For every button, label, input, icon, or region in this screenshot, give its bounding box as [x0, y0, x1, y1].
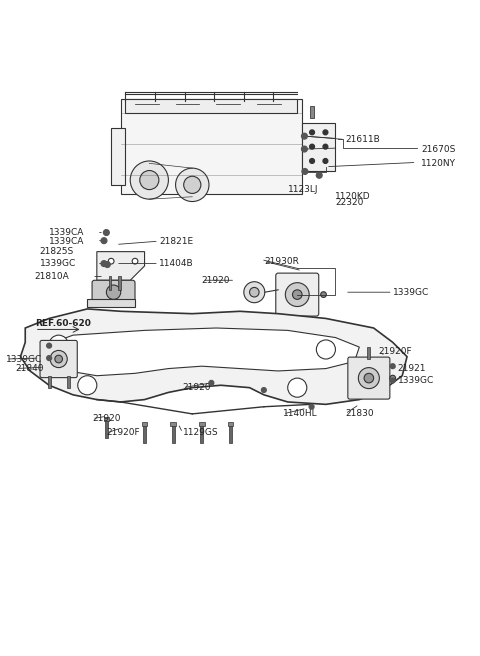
Circle shape	[209, 380, 214, 385]
Circle shape	[390, 378, 395, 383]
Bar	[142, 422, 147, 426]
Circle shape	[288, 378, 307, 397]
Polygon shape	[44, 328, 360, 376]
Circle shape	[107, 285, 120, 299]
Text: 1339GC: 1339GC	[39, 259, 76, 268]
Circle shape	[47, 356, 51, 360]
Text: 1339CA: 1339CA	[49, 237, 84, 245]
Text: 21825S: 21825S	[39, 247, 74, 256]
Circle shape	[105, 262, 110, 268]
Circle shape	[310, 144, 314, 149]
Circle shape	[321, 292, 326, 297]
Circle shape	[390, 364, 395, 369]
Bar	[109, 276, 111, 290]
Circle shape	[140, 171, 159, 190]
Text: 21920: 21920	[92, 414, 120, 423]
Text: 21840: 21840	[16, 364, 44, 373]
Bar	[48, 376, 50, 388]
Circle shape	[390, 375, 396, 381]
Text: 21920F: 21920F	[378, 348, 412, 356]
Bar	[105, 419, 108, 438]
FancyBboxPatch shape	[92, 280, 135, 304]
Bar	[87, 299, 135, 306]
Circle shape	[55, 355, 62, 363]
Text: 11404B: 11404B	[159, 259, 193, 268]
Text: 21921: 21921	[397, 364, 426, 373]
Text: 1339GC: 1339GC	[6, 354, 42, 363]
Bar	[170, 422, 176, 426]
FancyBboxPatch shape	[120, 99, 302, 194]
Circle shape	[323, 130, 328, 134]
Text: 1120KD: 1120KD	[336, 192, 371, 201]
Bar	[367, 347, 370, 359]
Circle shape	[101, 238, 107, 243]
Circle shape	[130, 161, 168, 199]
Circle shape	[250, 287, 259, 297]
Circle shape	[323, 159, 328, 163]
Text: 21920: 21920	[183, 383, 211, 392]
Text: 22320: 22320	[336, 199, 364, 207]
Bar	[172, 423, 175, 443]
Circle shape	[262, 388, 266, 392]
Text: 1123LJ: 1123LJ	[288, 185, 318, 194]
Text: 21920: 21920	[202, 276, 230, 285]
FancyBboxPatch shape	[276, 273, 319, 316]
Circle shape	[302, 169, 308, 174]
Bar	[229, 423, 232, 443]
Text: 1140HL: 1140HL	[283, 409, 318, 419]
Circle shape	[101, 260, 107, 266]
Circle shape	[316, 340, 336, 359]
Bar	[200, 423, 203, 443]
Circle shape	[364, 373, 373, 383]
Circle shape	[359, 367, 379, 388]
Circle shape	[323, 144, 328, 149]
Circle shape	[310, 130, 314, 134]
Bar	[111, 127, 125, 185]
Circle shape	[176, 168, 209, 201]
Circle shape	[108, 258, 114, 264]
Text: 21920F: 21920F	[107, 428, 140, 438]
Circle shape	[316, 173, 322, 178]
Polygon shape	[21, 309, 407, 404]
Text: 21670S: 21670S	[421, 144, 456, 154]
Circle shape	[292, 290, 302, 299]
Text: 1129GS: 1129GS	[183, 428, 218, 438]
Circle shape	[310, 159, 314, 163]
Text: 1339CA: 1339CA	[49, 228, 84, 237]
Circle shape	[50, 350, 67, 367]
Bar	[310, 106, 314, 118]
Bar	[199, 422, 204, 426]
Text: 21810A: 21810A	[35, 272, 70, 281]
Circle shape	[184, 176, 201, 194]
Circle shape	[309, 404, 314, 409]
Bar	[228, 422, 233, 426]
Text: 21611B: 21611B	[345, 135, 380, 144]
Bar	[118, 276, 120, 290]
Text: 1339GC: 1339GC	[393, 288, 429, 297]
Text: 1120NY: 1120NY	[421, 159, 456, 168]
Text: 1339GC: 1339GC	[397, 376, 434, 385]
Bar	[67, 376, 70, 388]
Polygon shape	[97, 252, 144, 280]
Bar	[104, 417, 109, 421]
Bar	[143, 423, 146, 443]
Text: 21821E: 21821E	[159, 237, 193, 245]
Circle shape	[244, 281, 265, 302]
Circle shape	[78, 376, 97, 395]
Circle shape	[301, 133, 307, 139]
Text: REF.60-620: REF.60-620	[35, 319, 91, 328]
Circle shape	[49, 335, 68, 354]
Circle shape	[285, 283, 309, 306]
Text: 21830: 21830	[345, 409, 373, 419]
Text: 21930R: 21930R	[264, 256, 299, 266]
FancyBboxPatch shape	[302, 123, 336, 171]
Circle shape	[104, 230, 109, 236]
FancyBboxPatch shape	[40, 340, 77, 378]
FancyBboxPatch shape	[348, 357, 390, 399]
Circle shape	[132, 258, 138, 264]
Bar	[125, 99, 297, 113]
Circle shape	[47, 343, 51, 348]
Circle shape	[301, 146, 307, 152]
